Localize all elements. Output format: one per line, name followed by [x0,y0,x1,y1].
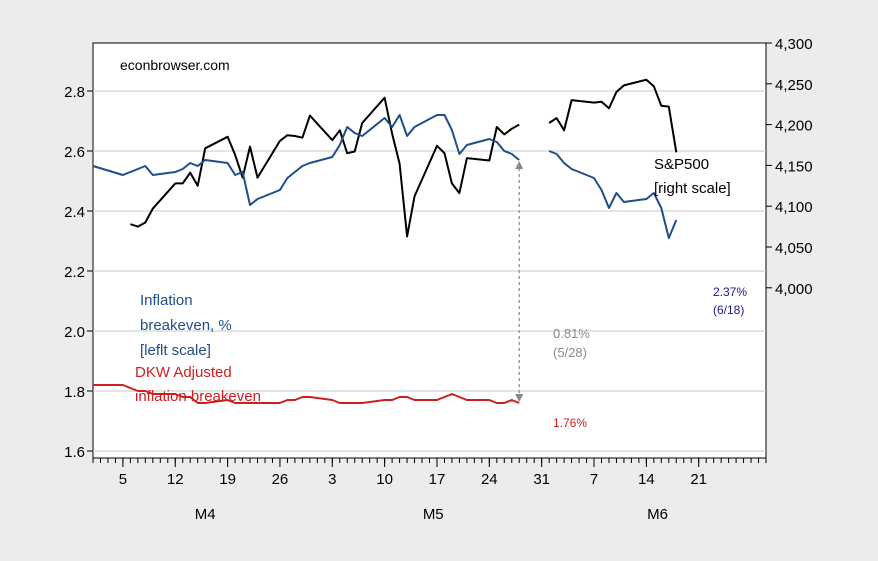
x-tick-label: 19 [219,471,236,488]
breakeven-series-label: Inflation breakeven, % [leflt scale] [140,292,236,359]
x-tick-label: 24 [481,471,498,488]
annotation-label: 0.81% (5/28) [553,326,594,360]
breakeven-label-line-1: Inflation [140,292,193,309]
x-tick-label: 10 [376,471,393,488]
right-tick-label: 4,150 [775,158,813,175]
annotation-layer [515,161,524,402]
annotation-arrow-head-bottom [515,394,524,402]
annotation-label-line-1: 0.81% [553,326,590,341]
right-axis: 4,000 4,050 4,100 4,150 4,200 4,250 4,300 [766,36,813,298]
x-tick-label: 21 [690,471,707,488]
x-tick-label: 17 [429,471,446,488]
series-line-2 [93,384,520,404]
annotation-arrow-head-top [515,161,524,169]
breakeven-end-label: 2.37% [713,285,747,299]
x-tick-label: 3 [328,471,336,488]
x-tick-label: 14 [638,471,655,488]
right-tick-label: 4,200 [775,118,813,135]
left-axis: 1.6 1.8 2.0 2.2 2.4 2.6 2.8 [64,84,93,461]
left-tick-label: 1.8 [64,384,85,401]
sp500-label-line-2: [right scale] [654,180,731,197]
right-tick-label: 4,000 [775,281,813,298]
dkw-label-line-1: DKW Adjusted [135,364,232,381]
breakeven-label-line-2: breakeven, % [140,317,232,334]
breakeven-end-date-label: (6/18) [713,303,744,317]
plot-area [92,42,767,459]
x-tick-label: 12 [167,471,184,488]
x-axis: 5 12 19 26 3 10 17 24 31 7 14 21 M4 M5 M6 [92,458,767,523]
left-tick-label: 2.4 [64,204,85,221]
x-month-label: M5 [423,506,444,523]
dkw-end-label: 1.76% [553,416,587,430]
x-month-label: M6 [647,506,668,523]
breakeven-label-line-3: [leflt scale] [140,342,211,359]
series-layer [92,78,678,404]
sp500-label-line-1: S&P500 [654,156,709,173]
x-tick-label: 5 [119,471,127,488]
right-tick-label: 4,100 [775,199,813,216]
right-tick-label: 4,050 [775,240,813,257]
x-tick-label: 26 [272,471,289,488]
sp500-series-label: S&P500 [right scale] [654,156,731,197]
right-tick-label: 4,300 [775,36,813,53]
series-line-1 [92,114,678,239]
dkw-series-label: DKW Adjusted inflation breakeven [135,364,261,405]
series-line-0 [130,78,678,238]
grid-lines [93,90,766,452]
left-tick-label: 2.8 [64,84,85,101]
left-tick-label: 2.2 [64,264,85,281]
dkw-label-line-2: inflation breakeven [135,388,261,405]
source-label: econbrowser.com [120,57,230,73]
x-month-label: M4 [195,506,216,523]
right-tick-label: 4,250 [775,77,813,94]
annotation-label-line-2: (5/28) [553,345,587,360]
x-tick-label: 7 [590,471,598,488]
left-tick-label: 2.6 [64,144,85,161]
left-tick-label: 1.6 [64,444,85,461]
x-tick-label: 31 [533,471,550,488]
left-tick-label: 2.0 [64,324,85,341]
